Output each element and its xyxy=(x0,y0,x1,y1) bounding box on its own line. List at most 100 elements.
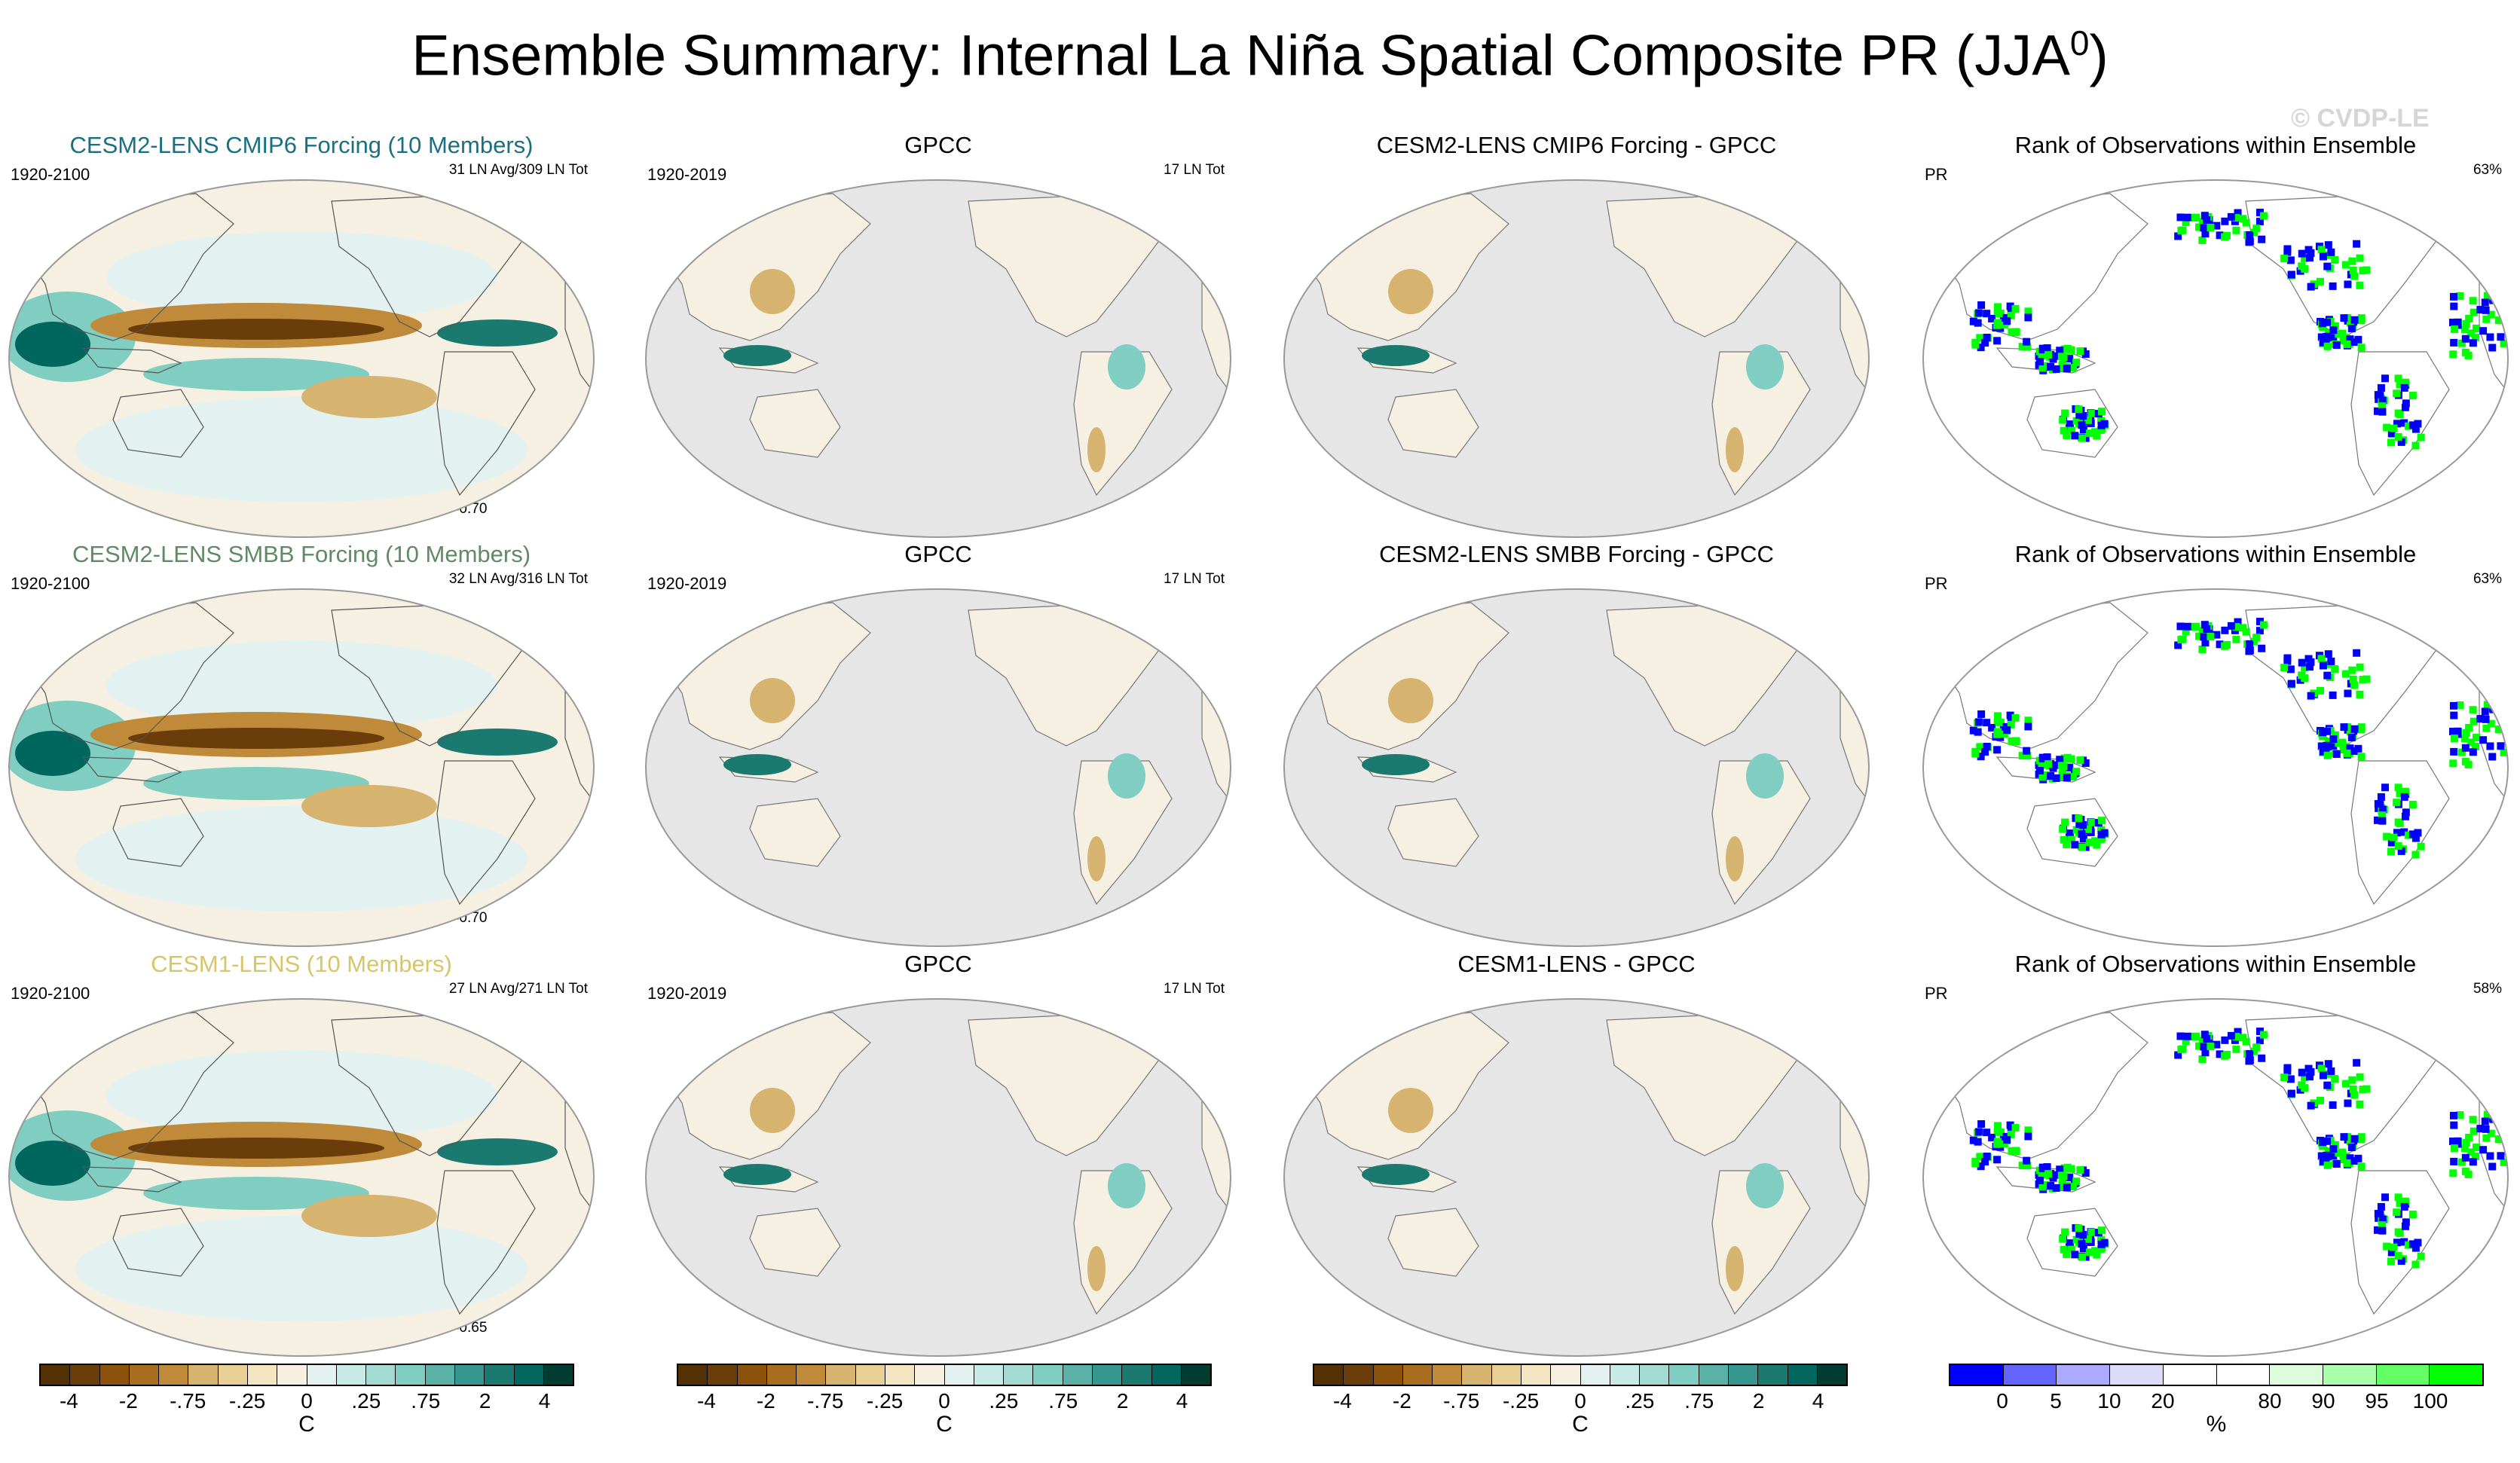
wet-anomaly-samer xyxy=(1108,1163,1145,1208)
rank-cell xyxy=(1983,333,1991,341)
rank-cell xyxy=(2362,266,2371,274)
colorbar-tick-label: -.75 xyxy=(1443,1389,1480,1413)
rank-cell xyxy=(2200,633,2208,641)
rank-cell xyxy=(2411,425,2420,433)
rank-cell xyxy=(2078,830,2086,838)
rank-cell xyxy=(2378,396,2387,405)
rank-cell xyxy=(2201,639,2210,647)
colorbar-swatch xyxy=(974,1365,1005,1385)
rank-cell xyxy=(2497,742,2505,750)
rank-cell xyxy=(2213,631,2221,639)
rank-cell xyxy=(2056,756,2064,764)
colorbar-swatch xyxy=(2430,1365,2483,1385)
map-model xyxy=(8,179,595,538)
rank-cell xyxy=(2036,1177,2044,1185)
rank-cell xyxy=(2198,1037,2207,1045)
rank-cell xyxy=(2414,420,2422,428)
rank-cell xyxy=(2340,314,2348,322)
rank-cell xyxy=(2086,429,2094,438)
rank-cell xyxy=(2195,632,2203,640)
rank-cell xyxy=(2000,1140,2008,1148)
map-outline xyxy=(645,588,1231,947)
rank-cell xyxy=(1977,1162,1985,1171)
rank-cell xyxy=(2067,755,2075,763)
rank-cell xyxy=(2061,1228,2069,1236)
rank-cell xyxy=(2011,713,2020,722)
rank-cell xyxy=(2057,353,2066,361)
colorbar-unit: C xyxy=(936,1412,953,1437)
panel-model: CESM2-LENS CMIP6 Forcing (10 Members) 192… xyxy=(0,132,603,542)
rank-cell xyxy=(2494,316,2503,325)
landmass-austral xyxy=(1387,1208,1479,1277)
rank-cell xyxy=(2058,770,2066,778)
rank-cell xyxy=(2348,666,2356,674)
rank-cell xyxy=(2063,431,2071,439)
rank-cell xyxy=(2036,767,2044,775)
rank-cell xyxy=(2327,248,2335,256)
rank-cell xyxy=(2357,316,2366,325)
map-outline xyxy=(645,998,1231,1357)
rank-cell xyxy=(2011,1147,2020,1155)
rank-cell xyxy=(2008,328,2016,336)
landmass-austral xyxy=(749,798,841,867)
rank-cell xyxy=(2097,830,2106,838)
rank-cell xyxy=(2349,266,2357,274)
rank-cell xyxy=(2362,1085,2371,1093)
rank-cell xyxy=(2316,277,2324,286)
rank-cell xyxy=(2464,1170,2473,1178)
rank-cell xyxy=(2192,622,2200,631)
colorbar-tick-label: 5 xyxy=(2050,1389,2062,1413)
colorbar-swatch xyxy=(1402,1365,1433,1385)
rank-cell xyxy=(2482,1134,2491,1142)
rank-cell xyxy=(1988,724,1996,732)
panel-diff: CESM2-LENS SMBB Forcing - GPCC xyxy=(1275,541,1878,951)
rank-cell xyxy=(2323,262,2332,270)
rank-cell xyxy=(2324,1147,2332,1156)
rank-cell xyxy=(2374,816,2382,824)
rank-cell xyxy=(2008,1147,2016,1155)
rank-cell xyxy=(2356,663,2364,671)
rank-cell xyxy=(2007,306,2015,314)
rank-cell xyxy=(2408,391,2417,399)
rank-cell xyxy=(2060,1164,2069,1172)
dry-anomaly-samer xyxy=(1087,836,1106,881)
rank-cell xyxy=(2286,1075,2295,1083)
rank-cell xyxy=(2323,332,2331,341)
wet-band xyxy=(75,1216,528,1321)
rank-cell xyxy=(2487,1129,2495,1138)
colorbar-tick-label: .25 xyxy=(989,1389,1019,1413)
rank-cell xyxy=(2323,1081,2332,1089)
rank-cell xyxy=(2327,1067,2335,1075)
rank-cell xyxy=(2075,1229,2084,1238)
rank-cell xyxy=(2096,835,2105,843)
wet-anomaly-indonesia xyxy=(723,345,791,366)
rank-cell xyxy=(2098,817,2106,825)
rank-cell xyxy=(2227,212,2235,221)
landmass-asia xyxy=(1944,193,2148,341)
map-outline xyxy=(1283,179,1870,538)
rank-cell xyxy=(2093,432,2101,440)
rank-cell xyxy=(2338,1148,2347,1156)
rank-cell xyxy=(2470,308,2478,316)
rank-cell xyxy=(2324,650,2332,658)
rank-cell xyxy=(2378,1215,2387,1223)
rank-cell xyxy=(1976,334,1984,342)
wet-anomaly-atlantic xyxy=(437,728,558,756)
colorbar-tick-label: 90 xyxy=(2311,1389,2335,1413)
colorbar-swatch xyxy=(1314,1365,1344,1385)
rank-cell xyxy=(2320,338,2328,347)
colorbar-unit: C xyxy=(1572,1412,1589,1437)
wet-anomaly-samer xyxy=(1746,753,1784,799)
rank-cell xyxy=(1994,712,2002,720)
rank-cell xyxy=(2329,326,2338,334)
rank-cell xyxy=(2350,316,2359,324)
rank-cell xyxy=(2249,1047,2258,1055)
rank-cell xyxy=(2216,231,2224,240)
rank-cell xyxy=(2298,1068,2306,1077)
rank-cell xyxy=(2234,1028,2242,1036)
rank-cell xyxy=(2349,675,2357,683)
rank-cell xyxy=(2350,681,2359,689)
rank-cell xyxy=(2460,735,2469,743)
rank-cell xyxy=(2482,715,2490,723)
colorbar-swatch xyxy=(396,1365,426,1385)
